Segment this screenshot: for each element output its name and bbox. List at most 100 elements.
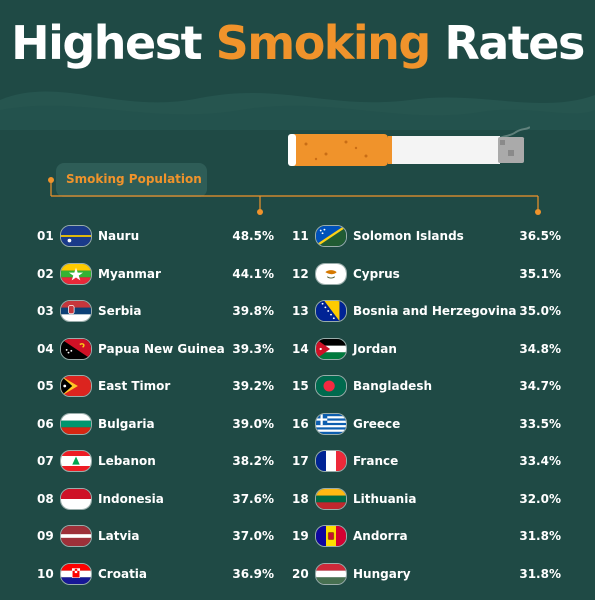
rank-number: 08 [37,491,54,506]
lebanon-flag-icon [60,450,92,472]
smoking-rate: 48.5% [232,229,274,243]
table-row: 18 Lithuania 32.0% [292,487,561,512]
rank-number: 13 [292,304,309,318]
country-name: Croatia [98,566,148,581]
rank-number: 09 [37,529,54,543]
rank-number: 16 [292,416,309,431]
smoking-rate: 39.0% [232,416,274,431]
smoking-rate: 36.9% [232,566,274,581]
smoking-rate: 34.8% [519,341,561,356]
nauru-flag-icon [60,225,92,247]
country-name: Indonesia [98,491,164,506]
table-row: 03 Serbia 39.8% [37,300,274,324]
table-row: 10 Croatia 36.9% [37,562,274,587]
table-row: 02 Myanmar 44.1% [37,262,274,287]
rank-number: 12 [292,266,309,281]
table-row: 06 Bulgaria 39.0% [37,412,274,437]
country-name: Latvia [98,529,140,543]
rank-number: 06 [37,416,54,431]
serbia-flag-icon [60,300,92,322]
country-name: Cyprus [353,266,400,281]
rank-number: 01 [37,229,54,243]
smoking-rate: 44.1% [232,266,274,281]
country-name: Bosnia and Herzegovina [353,304,517,318]
country-name: Myanmar [98,266,161,281]
table-row: 12 Cyprus 35.1% [292,262,561,287]
smoking-rate: 33.4% [519,454,561,468]
country-name: Greece [353,416,401,431]
rank-number: 10 [37,566,54,581]
rank-number: 07 [37,454,54,468]
smoking-rate: 32.0% [519,491,561,506]
table-row: 16 Greece 33.5% [292,412,561,437]
table-row: 09 Latvia 37.0% [37,525,274,549]
country-name: Andorra [353,529,408,543]
table-row: 19 Andorra 31.8% [292,525,561,549]
table-row: 01 Nauru 48.5% [37,225,274,249]
page-title: Highest Smoking Rates [11,16,585,70]
smoking-rate: 36.5% [519,229,561,243]
country-name: Jordan [353,341,397,356]
bosnia-flag-icon [315,300,347,322]
smoking-rate: 33.5% [519,416,561,431]
country-name: France [353,454,399,468]
table-row: 17 France 33.4% [292,450,561,474]
legend-dot [48,177,54,183]
rank-number: 15 [292,379,309,393]
country-name: Solomon Islands [353,229,464,243]
rank-number: 03 [37,304,54,318]
table-row: 14 Jordan 34.8% [292,337,561,362]
country-name: Bangladesh [353,379,433,393]
smoking-rate: 38.2% [232,454,274,468]
smoking-rate: 39.8% [232,304,274,318]
rank-number: 05 [37,379,54,393]
country-name: Papua New Guinea [98,341,225,356]
bangladesh-flag-icon [315,375,347,397]
smoking-rate: 37.0% [232,529,274,543]
table-row: 04 Papua New Guinea 39.3% [37,337,274,362]
smoking-rate: 35.0% [519,304,561,318]
smoking-rate: 35.1% [519,266,561,281]
papua-new-guinea-flag-icon [60,337,92,360]
hungary-flag-icon [315,562,347,585]
rank-number: 20 [292,566,309,581]
country-name: Bulgaria [98,416,155,431]
latvia-flag-icon [60,525,92,547]
indonesia-flag-icon [60,487,92,510]
smoking-rate: 31.8% [519,529,561,543]
country-name: Hungary [353,566,411,581]
cigarette-icon [288,126,530,166]
legend-pill: Smoking Population [56,163,207,197]
bulgaria-flag-icon [60,412,92,435]
lithuania-flag-icon [315,487,347,510]
smoking-rate: 37.6% [232,491,274,506]
smoking-rate: 31.8% [519,566,561,581]
france-flag-icon [315,450,347,472]
rank-number: 04 [37,341,54,356]
cyprus-flag-icon [315,262,347,285]
rank-number: 02 [37,266,54,281]
rank-number: 18 [292,491,309,506]
greece-flag-icon [315,412,347,435]
rank-number: 17 [292,454,309,468]
rank-number: 11 [292,229,309,243]
table-row: 13 Bosnia and Herzegovina 35.0% [292,300,561,324]
smoking-rate: 34.7% [519,379,561,393]
table-row: 08 Indonesia 37.6% [37,487,274,512]
country-name: Serbia [98,304,142,318]
rank-number: 19 [292,529,309,543]
myanmar-flag-icon [60,262,92,285]
country-name: Lithuania [353,491,417,506]
smoking-rate: 39.2% [232,379,274,393]
smoke-haze [0,91,595,130]
table-row: 11 Solomon Islands 36.5% [292,225,561,249]
table-row: 15 Bangladesh 34.7% [292,375,561,399]
andorra-flag-icon [315,525,347,547]
jordan-flag-icon [315,337,347,360]
legend-label: Smoking Population [66,172,202,186]
country-name: Nauru [98,229,140,243]
smoking-rate: 39.3% [232,341,274,356]
table-row: 20 Hungary 31.8% [292,562,561,587]
east-timor-flag-icon [60,375,92,397]
